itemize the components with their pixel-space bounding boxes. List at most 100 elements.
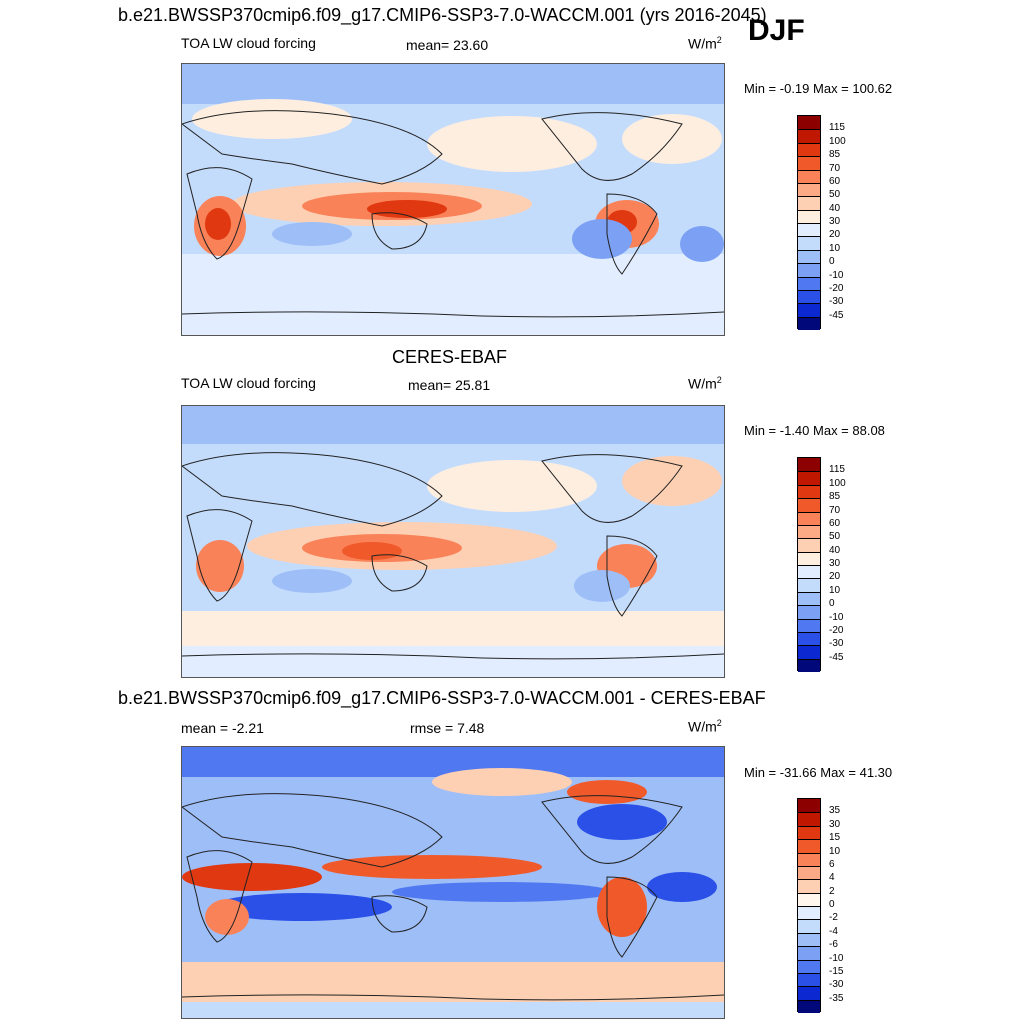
panel3-africa-north-bias	[182, 863, 322, 891]
panel2-antarctic-band	[182, 646, 724, 677]
colorbar-tick-label: 35	[829, 805, 841, 817]
panel3-coastline-australia	[371, 895, 428, 933]
panel3-antarctic-band	[182, 1002, 724, 1018]
panel2-coastline-africa	[186, 509, 253, 602]
panel2-coastline-antarctica	[182, 653, 724, 660]
panel1-coastline-africa	[186, 167, 253, 260]
colorbar-swatch	[798, 591, 820, 606]
panel3-southern-ocean-bias	[182, 962, 724, 1002]
colorbar-swatch	[798, 839, 820, 853]
colorbar-swatch	[798, 578, 820, 592]
season-label: DJF	[748, 14, 805, 47]
colorbar-tick-label: -2	[829, 912, 838, 924]
colorbar-tick-label: -4	[829, 925, 838, 937]
colorbar-tick-label: 50	[829, 531, 841, 543]
panel3-coastline-africa	[186, 850, 253, 943]
panel1-units: W/m2	[688, 35, 722, 52]
colorbar-tick-label: 10	[829, 584, 841, 596]
colorbar-swatch	[798, 458, 820, 472]
colorbar-tick-label: -20	[829, 282, 844, 294]
panel3-mean-label: mean = -2.21	[181, 720, 264, 736]
panel2-units-base: W/m	[688, 375, 717, 392]
panel3-tropical-atlantic-bias	[647, 872, 717, 902]
colorbar-tick-label: 30	[829, 216, 841, 227]
panel3-indian-south-bias	[212, 893, 392, 921]
colorbar-tick-label: 10	[829, 845, 841, 857]
panel1-north-atlantic-cloud	[622, 114, 722, 164]
colorbar-swatch	[798, 605, 820, 619]
panel3-units-exp: 2	[716, 718, 722, 728]
panel2-coastline-samerica	[606, 535, 658, 617]
panel2-subsidence-east-pacific	[574, 570, 630, 602]
panel2-mean-label: mean= 25.81	[408, 377, 491, 393]
colorbar-swatch	[798, 169, 820, 183]
colorbar-tick-label: -30	[829, 979, 844, 991]
colorbar-tick-label: -35	[829, 992, 844, 1004]
colorbar-tick-label: -15	[829, 965, 844, 977]
colorbar-swatch	[798, 129, 820, 143]
panel2-units-exp: 2	[716, 375, 722, 385]
panel1-units-base: W/m	[688, 35, 717, 52]
colorbar-swatch	[798, 484, 820, 499]
colorbar-tick-label: 6	[829, 858, 835, 870]
colorbar-tick-label: -10	[829, 269, 844, 281]
panel1-colorbar: 115 100 85 70 60 50 40 30 20 10 0 -10 -20 -30 -45	[797, 115, 857, 330]
panel1-title: b.e21.BWSSP370cmip6.f09_g17.CMIP6-SSP3-7…	[118, 5, 767, 25]
colorbar-tick-label: -6	[829, 939, 838, 951]
panel3-minmax: Min = -31.66 Max = 41.30	[744, 765, 893, 780]
panel1-coastline-antarctica	[182, 311, 724, 318]
colorbar-tick-label: 40	[829, 544, 841, 556]
panel1-minmax: Min = -0.19 Max = 100.62	[744, 81, 893, 96]
panel1-southern-ocean	[182, 254, 724, 335]
panel3-coastline-namerica	[541, 795, 683, 864]
panel1-map-svg	[182, 64, 724, 335]
colorbar-tick-label: 115	[829, 464, 845, 476]
panel2-map-svg	[182, 406, 724, 677]
panel1-arctic-band	[182, 64, 724, 104]
colorbar-tick-label: 70	[829, 162, 841, 174]
colorbar-tick-label: 60	[829, 517, 841, 529]
colorbar-tick-label: 4	[829, 872, 835, 884]
colorbar-tick-label: 115	[829, 122, 845, 134]
colorbar-swatch	[798, 551, 820, 565]
panel2-coastline-australia	[371, 554, 428, 592]
panel3-north-atlantic-bias	[577, 804, 667, 840]
colorbar-tick-label: 85	[829, 491, 841, 503]
colorbar-swatch	[798, 316, 820, 330]
colorbar-swatch	[798, 156, 820, 170]
colorbar-swatch	[798, 645, 820, 659]
panel2-minmax: Min = -1.40 Max = 88.08	[744, 423, 885, 438]
colorbar-swatch	[798, 196, 820, 210]
colorbar-swatch	[798, 263, 820, 277]
colorbar-tick-label: 40	[829, 202, 841, 214]
panel2-arctic-band	[182, 406, 724, 444]
colorbar-swatch	[798, 658, 820, 672]
panel1-coastline-namerica	[541, 112, 683, 181]
panel3-coastline-antarctica	[182, 994, 724, 1001]
colorbar-tick-label: 10	[829, 242, 841, 254]
colorbar-swatch	[798, 471, 820, 485]
colorbar-tick-label: 0	[829, 598, 835, 610]
colorbar-swatch	[798, 825, 820, 840]
colorbar-swatch	[798, 249, 820, 264]
colorbar-tick-label: 20	[829, 229, 841, 241]
colorbar-swatch	[798, 511, 820, 525]
panel1-subsidence-indian	[272, 222, 352, 246]
colorbar-swatch	[798, 812, 820, 826]
panel3-map-svg	[182, 747, 724, 1018]
panel1-units-exp: 2	[716, 35, 722, 45]
panel2-left-label: TOA LW cloud forcing	[181, 375, 316, 391]
panel3-rmse-label: rmse = 7.48	[410, 720, 485, 736]
colorbar-swatch	[798, 865, 820, 880]
panel2-warm-pool-core	[342, 542, 402, 560]
colorbar-box	[797, 457, 821, 672]
panel2-title: CERES-EBAF	[392, 347, 508, 367]
panel3-arctic-band	[182, 747, 724, 777]
panel1-left-label: TOA LW cloud forcing	[181, 35, 316, 51]
colorbar-swatch	[798, 799, 820, 813]
colorbar-swatch	[798, 289, 820, 304]
panel2-coastline-namerica	[541, 454, 683, 523]
colorbar-swatch	[798, 932, 820, 947]
panel1-subsidence-east-pacific	[572, 219, 632, 259]
panel1-coastline-australia	[371, 212, 428, 250]
